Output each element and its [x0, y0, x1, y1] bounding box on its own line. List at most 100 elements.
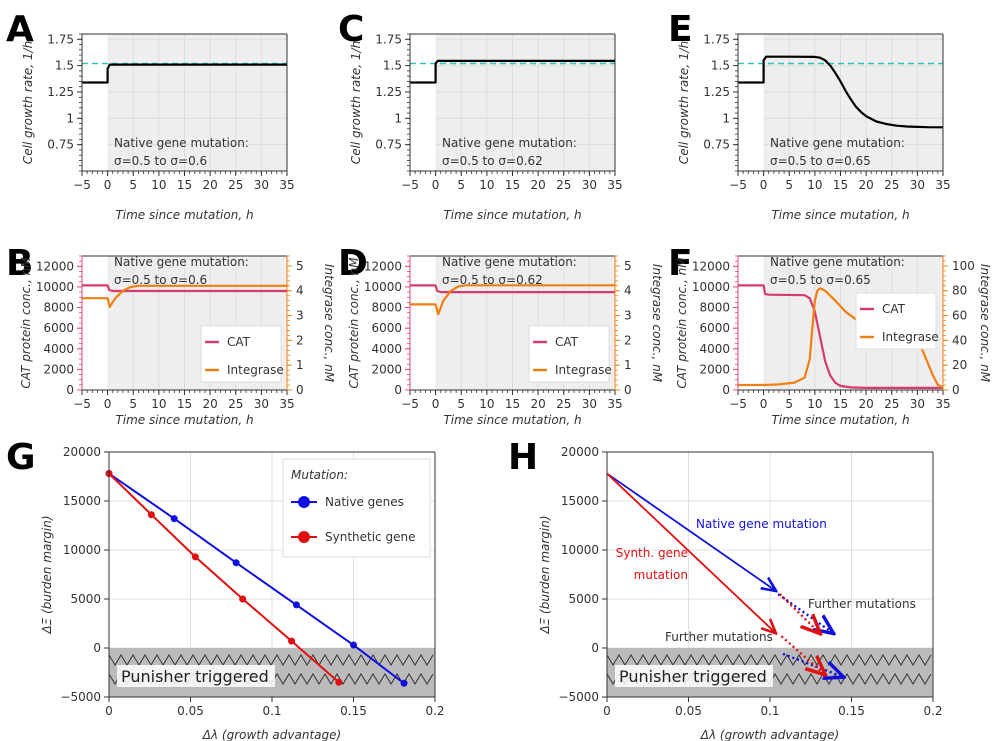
panel-h-xtick-label: 0.15	[838, 704, 865, 718]
panel-e-ytick-label: 1.5	[711, 59, 730, 73]
panel-c-xtick-label: 10	[479, 178, 494, 192]
panel-g-ytick-label: 0	[93, 641, 101, 655]
panel-f-ytick-label: 10000	[692, 280, 730, 294]
panel-b-ytick-label: 10000	[36, 280, 74, 294]
panel-b-ytick-right-label: 2	[296, 333, 304, 347]
panel-b-xtick-label: 35	[279, 397, 294, 411]
panel-f-legend-box	[855, 292, 937, 350]
panel-f-ytick-right-label: 60	[952, 309, 967, 323]
panel-c-xtick-label: 20	[530, 178, 545, 192]
panel-b-legend-label: CAT	[227, 335, 251, 349]
panel-d-ytick-right-label: 1	[624, 358, 632, 372]
panel-c-ytick-label: 1.75	[375, 32, 402, 46]
panel-g-ytick-label: 15000	[63, 494, 101, 508]
panel-letter-f: F	[668, 243, 693, 284]
panel-c-xtick-label: 35	[607, 178, 622, 192]
panel-a-xtick-label: 35	[279, 178, 294, 192]
panel-e-xtick-label: 5	[785, 178, 793, 192]
panel-a-shaded-region	[107, 34, 287, 171]
panel-c-xtick-label: 0	[432, 178, 440, 192]
panel-f-annotation-line: σ=0.5 to σ=0.65	[770, 273, 871, 287]
panel-g-xtick-label: 0.2	[425, 704, 444, 718]
panel-a-ytick-label: 1	[66, 111, 74, 125]
panel-g-legend-swatch-marker	[298, 531, 310, 543]
panel-c-ytick-label: 1.5	[383, 59, 402, 73]
panel-f-ytick-label: 6000	[699, 321, 730, 335]
panel-e-xtick-label: 10	[807, 178, 822, 192]
panel-d-ytick-label: 8000	[371, 301, 402, 315]
panel-e-xtick-label: 15	[833, 178, 848, 192]
panel-b-xtick-label: 25	[228, 397, 243, 411]
panel-c: −5 0 5 10 15 20 25 30 35 0.75 1 1.25 1.5 1.75 Time sin…	[349, 32, 623, 222]
panel-f-ytick-right-label: 40	[952, 333, 967, 347]
panel-f-cat-line	[738, 284, 943, 389]
panel-c-xtick-label: 5	[457, 178, 465, 192]
panel-b-ytick-label: 2000	[43, 362, 74, 376]
panel-e-xtick-label: −5	[729, 178, 747, 192]
panel-e-xtick-label: 0	[760, 178, 768, 192]
panel-f-ylabel: CAT protein conc., nM	[675, 257, 689, 389]
panel-g-xtick-label: 0.1	[262, 704, 281, 718]
panel-d-xtick-label: 0	[432, 397, 440, 411]
panel-f-ylabel-right: Integrase conc., nM	[978, 264, 992, 383]
panel-f-xtick-label: 25	[884, 397, 899, 411]
panel-d-legend-label: CAT	[555, 335, 579, 349]
panel-c-ytick-label: 1.25	[375, 85, 402, 99]
panel-d-xtick-label: 5	[457, 397, 465, 411]
panel-a-xtick-label: 25	[228, 178, 243, 192]
panel-b-xtick-label: 20	[202, 397, 217, 411]
panel-d-xtick-label: −5	[401, 397, 419, 411]
panel-g-native-point	[292, 601, 300, 609]
panel-g-ytick-label: 5000	[70, 592, 101, 606]
panel-e-ytick-label: 1	[722, 111, 730, 125]
panel-h-ylabel: ΔΞ (burden margin)	[538, 515, 552, 634]
panel-a-xtick-label: 30	[254, 178, 269, 192]
panel-a: −5 0 5 10 15 20 25 30 35 0.75 1 1.25 1.5 1.75 Time sin…	[21, 32, 295, 222]
panel-g-native-point	[350, 641, 357, 649]
panel-a-ylabel: Cell growth rate, 1/h	[21, 41, 35, 164]
panel-f-ytick-right-label: 100	[952, 259, 975, 273]
panel-b-integrase-line	[82, 284, 287, 308]
panel-e: −5 0 5 10 15 20 25 30 35 0.75 1 1.25 1.5 1.75 Time sin…	[677, 32, 951, 222]
panel-d-ytick-right-label: 3	[624, 309, 632, 323]
panel-f-ytick-label: 4000	[699, 342, 730, 356]
panel-f-legend-label: CAT	[882, 302, 906, 316]
panel-f-integrase-line	[738, 287, 944, 389]
panel-g-synthetic-point	[335, 678, 343, 686]
panel-f-ytick-right-label: 20	[952, 358, 967, 372]
panel-h-xlabel: Δλ (growth advantage)	[700, 728, 839, 741]
panel-d-ytick-right-label: 5	[624, 259, 632, 273]
panel-h-ytick-label: −5000	[558, 690, 599, 704]
panel-h-arrow-synthetic-gene-mutation	[606, 472, 775, 633]
panel-letter-h: H	[508, 437, 538, 478]
panel-b: −5 0 5 10 15 20 25 30 35020004000600080001000012…	[19, 255, 336, 427]
panel-b-legend-box	[200, 325, 282, 383]
panel-d-ytick-label: 0	[394, 383, 402, 397]
panel-g-legend-swatch-marker	[298, 496, 310, 508]
panel-a-xlabel: Time since mutation, h	[115, 208, 253, 222]
panel-h-punisher-label: Punisher triggered	[619, 667, 767, 686]
panel-c-growth-line	[410, 59, 615, 84]
panel-a-ytick-label: 1.5	[55, 59, 74, 73]
panel-g-synthetic-point	[191, 553, 199, 561]
panel-e-ytick-label: 1.75	[703, 32, 730, 46]
panel-e-ytick-label: 0.75	[703, 138, 730, 152]
panel-letter-b: B	[6, 243, 33, 284]
panel-f-ytick-right-label: 0	[952, 383, 960, 397]
panel-b-ytick-right-label: 5	[296, 259, 304, 273]
panel-d-ytick-label: 12000	[364, 259, 402, 273]
panel-g-native-point	[232, 559, 240, 567]
panel-g-synthetic-line	[108, 472, 340, 684]
panel-c-xlabel: Time since mutation, h	[443, 208, 581, 222]
panel-b-xtick-label: 15	[177, 397, 192, 411]
panel-f-xtick-label: 15	[833, 397, 848, 411]
panel-letter-c: C	[338, 9, 364, 50]
panel-g-synthetic-point	[147, 511, 155, 519]
panel-h-synthetic-label: mutation	[634, 568, 688, 582]
panel-d-xlabel: Time since mutation, h	[443, 413, 581, 427]
panel-g-ylabel: ΔΞ (burden margin)	[40, 515, 54, 634]
panel-g-xtick-label: 0	[105, 704, 113, 718]
panel-f-xtick-label: 35	[935, 397, 950, 411]
panel-g-native-point	[400, 679, 408, 687]
panel-letter-d: D	[338, 243, 368, 284]
